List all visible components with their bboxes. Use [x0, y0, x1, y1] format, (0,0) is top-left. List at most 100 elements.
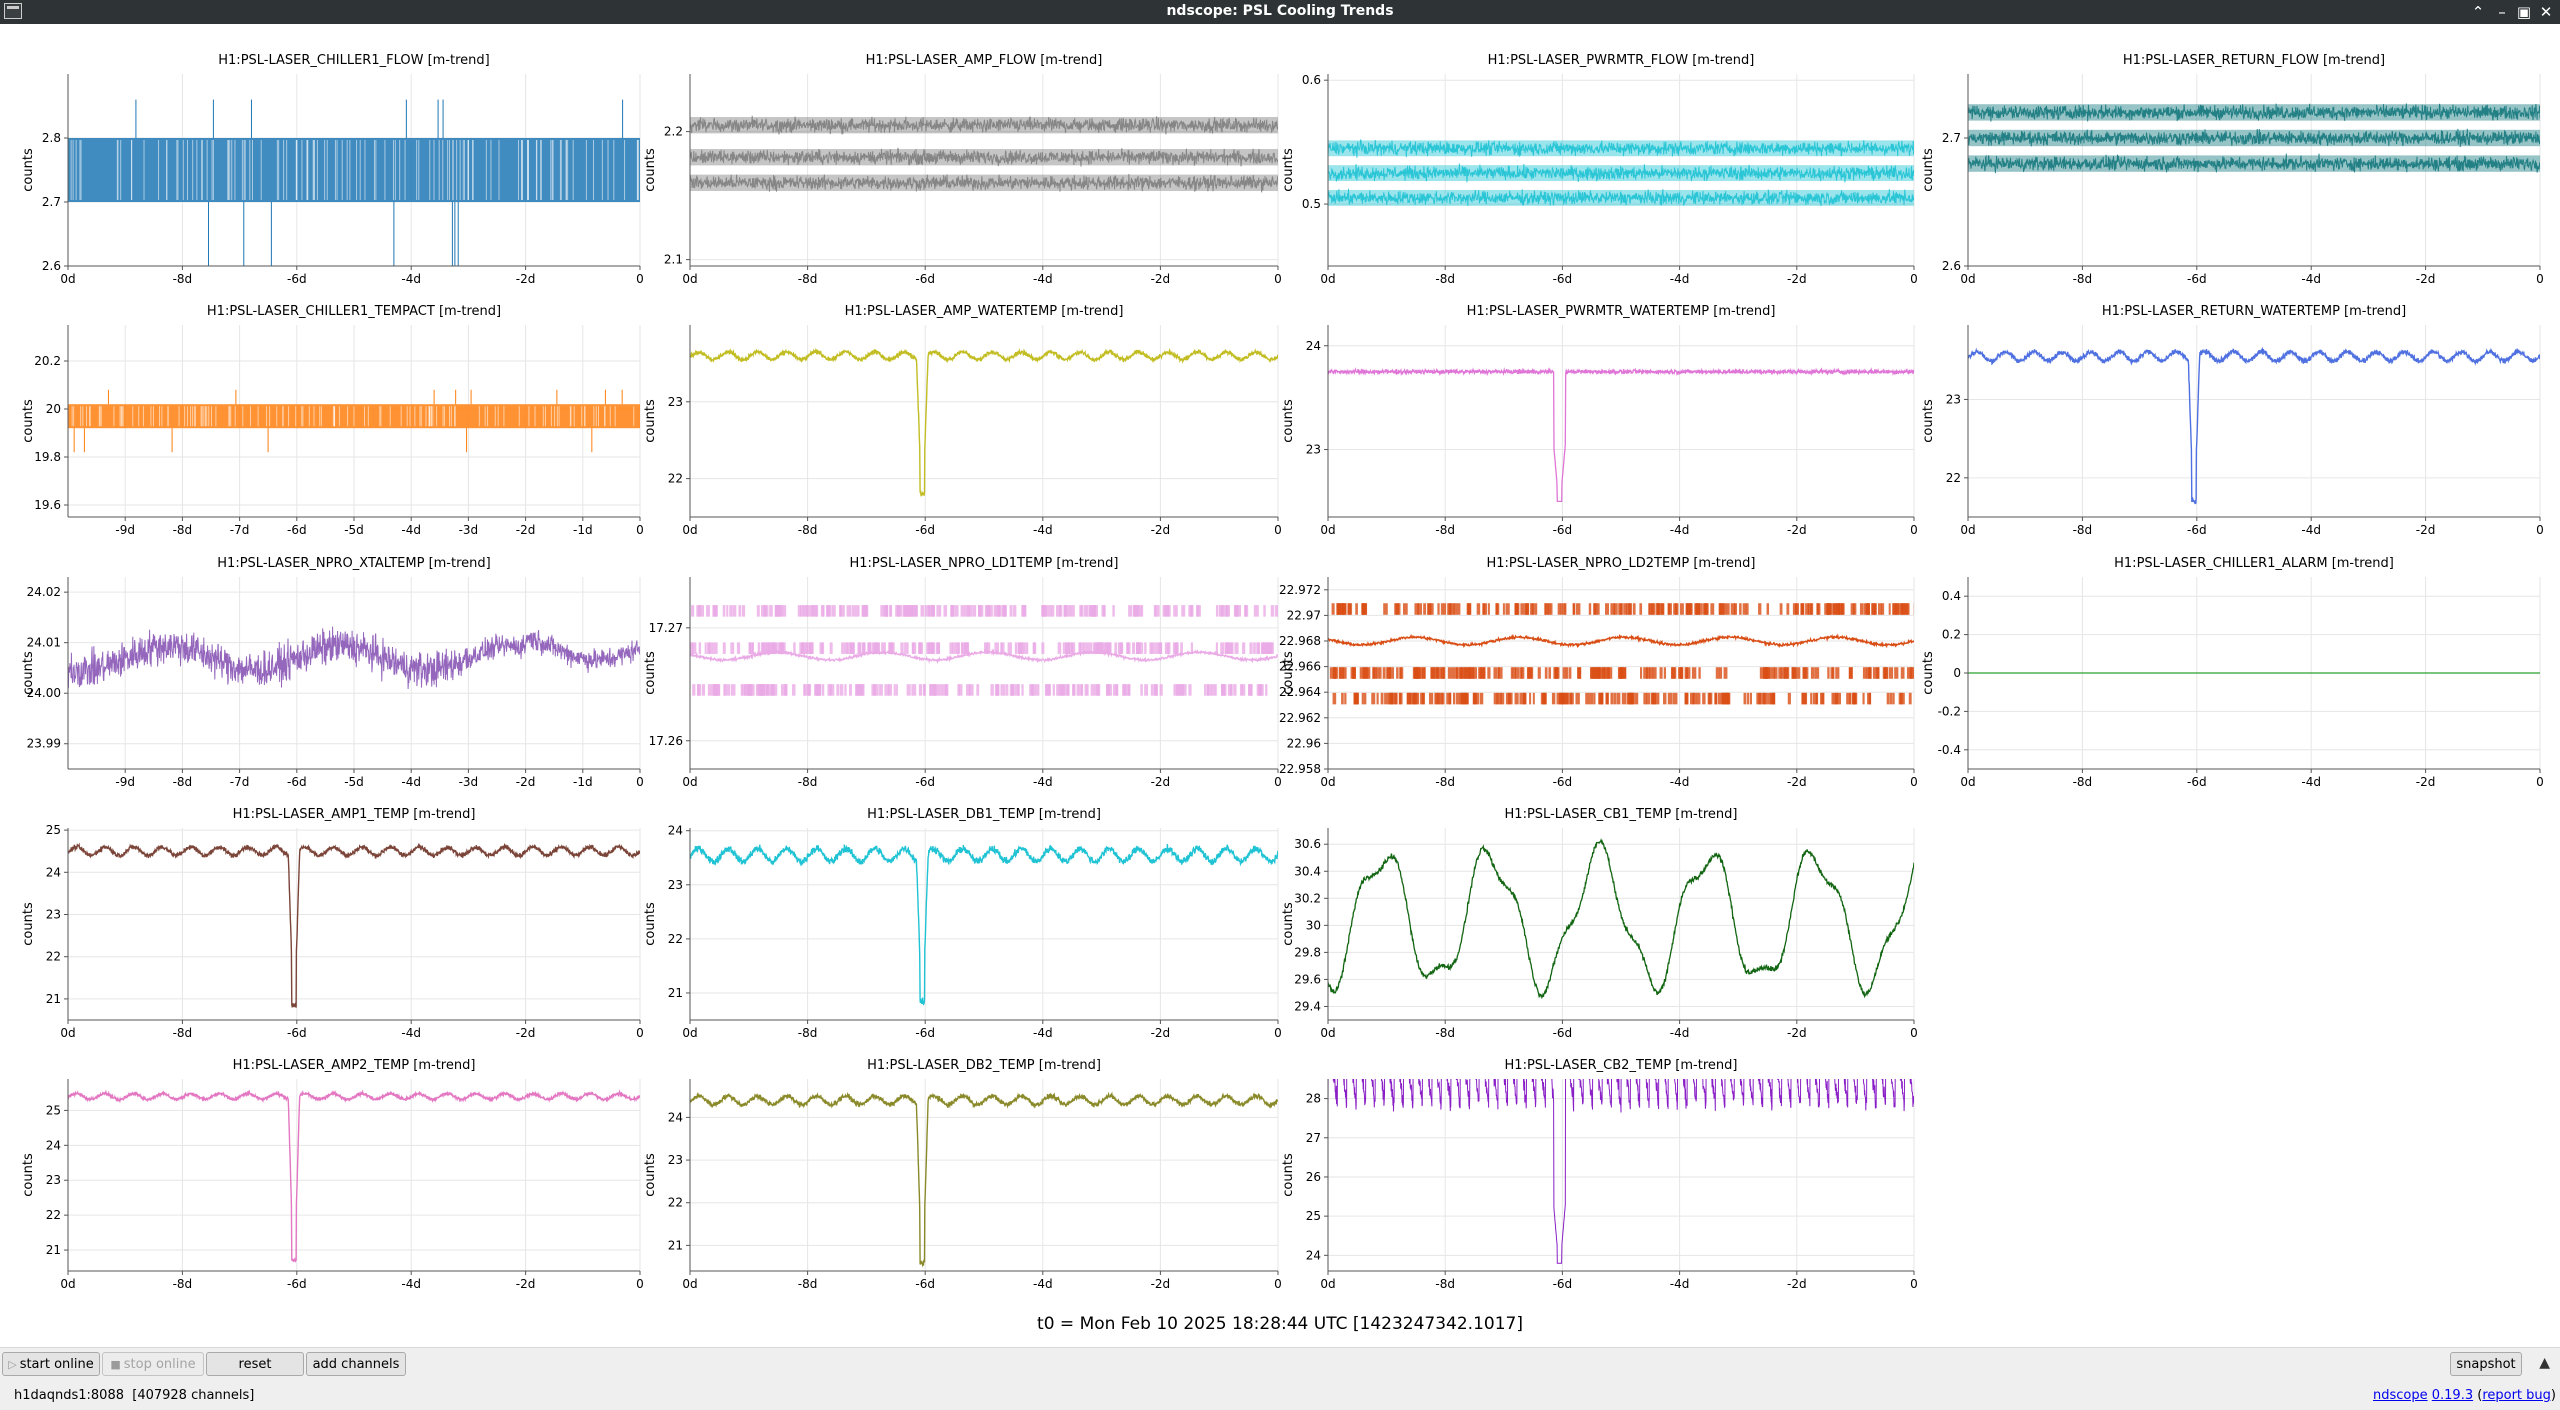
y-axis-label: counts	[643, 1153, 658, 1197]
plot-panel[interactable]: H1:PSL-LASER_CB2_TEMP [m-trend] counts 24 2…	[1281, 1021, 1918, 1291]
plot-data	[690, 605, 1278, 696]
x-tick-label: -6d	[287, 1277, 307, 1291]
data-mark	[1525, 603, 1529, 615]
close-icon[interactable]: ✕	[2539, 3, 2553, 21]
version-link[interactable]: 0.19.3	[2431, 1388, 2474, 1403]
stop-online-button[interactable]: ■ stop online	[102, 1352, 204, 1376]
y-tick-label: 24	[668, 824, 683, 838]
data-mark	[1249, 642, 1253, 654]
x-tick-label: -8d	[173, 1026, 193, 1040]
plots-canvas[interactable]: H1:PSL-LASER_CHILLER1_FLOW [m-trend] coun…	[0, 24, 2560, 1324]
data-mark	[1817, 603, 1820, 615]
ndscope-link[interactable]: ndscope	[2372, 1388, 2428, 1403]
data-mark	[1234, 642, 1239, 654]
data-mark	[889, 605, 892, 617]
data-trace	[68, 842, 640, 1009]
x-tick-label: -6d	[287, 775, 307, 789]
plot-panel[interactable]: H1:PSL-LASER_AMP_WATERTEMP [m-trend] coun…	[643, 304, 1282, 537]
data-mark	[880, 605, 885, 617]
data-mark	[829, 684, 835, 696]
data-mark	[738, 605, 742, 617]
data-mark	[1805, 667, 1809, 679]
plot-panel[interactable]: H1:PSL-LASER_CHILLER1_ALARM [m-trend] cou…	[1921, 556, 2544, 789]
data-mark	[1108, 684, 1112, 696]
data-mark	[927, 605, 931, 617]
plot-title: H1:PSL-LASER_AMP2_TEMP [m-trend]	[233, 1058, 476, 1073]
data-mark	[1380, 692, 1384, 705]
data-mark	[862, 642, 866, 654]
x-tick-label: -6d	[1553, 775, 1573, 789]
data-mark	[820, 605, 824, 617]
plot-panel[interactable]: H1:PSL-LASER_PWRMTR_WATERTEMP [m-trend] c…	[1281, 304, 1918, 537]
y-tick-label: 0.6	[1302, 73, 1321, 87]
snapshot-button[interactable]: snapshot	[2450, 1352, 2522, 1376]
start-online-button[interactable]: ▷ start online	[2, 1352, 100, 1376]
channel-count: [407928 channels]	[132, 1388, 255, 1403]
data-trace	[690, 843, 1278, 1006]
data-mark	[698, 642, 702, 654]
data-mark	[1733, 603, 1738, 615]
plot-panel[interactable]: H1:PSL-LASER_DB1_TEMP [m-trend] counts 21 2…	[643, 807, 1282, 1040]
data-mark	[1628, 603, 1633, 615]
y-tick-label: 22.97	[1287, 608, 1321, 622]
maximize-icon[interactable]: ▣	[2516, 3, 2532, 21]
data-mark	[1482, 603, 1487, 615]
data-mark	[1487, 667, 1491, 679]
data-mark	[924, 605, 928, 617]
y-axis-label: counts	[21, 902, 36, 946]
add-channels-button[interactable]: add channels	[306, 1352, 406, 1376]
reset-button[interactable]: reset	[206, 1352, 304, 1376]
data-mark	[1846, 692, 1851, 705]
plot-panel[interactable]: H1:PSL-LASER_CB1_TEMP [m-trend]counts29.…	[1281, 807, 1918, 1040]
data-mark	[874, 642, 880, 654]
expand-panel-icon[interactable]: ▲	[2539, 1355, 2550, 1371]
data-mark	[766, 684, 769, 696]
collapse-icon[interactable]: ⌃	[2471, 3, 2485, 21]
data-mark	[1083, 605, 1087, 617]
data-mark	[1553, 667, 1558, 679]
plot-panel[interactable]: H1:PSL-LASER_NPRO_XTALTEMP [m-trend] coun…	[21, 556, 644, 789]
report-bug-link[interactable]: report bug	[2482, 1388, 2551, 1403]
data-mark	[1447, 667, 1452, 679]
minimize-icon[interactable]: –	[2498, 3, 2506, 21]
app-menu-icon[interactable]	[4, 3, 22, 19]
data-mark	[707, 642, 711, 654]
data-mark	[1820, 692, 1824, 705]
x-tick-label: 0	[1274, 775, 1282, 789]
data-mark	[1888, 603, 1891, 615]
data-mark	[1745, 603, 1749, 615]
data-mark	[1063, 605, 1067, 617]
plot-panel[interactable]: H1:PSL-LASER_CHILLER1_FLOW [m-trend] coun…	[21, 53, 644, 286]
data-trace	[690, 347, 1278, 497]
data-mark	[936, 605, 942, 617]
data-mark	[1096, 684, 1101, 696]
plot-data	[68, 389, 640, 453]
plot-panel[interactable]: H1:PSL-LASER_AMP_FLOW [m-trend] counts 2.1…	[643, 53, 1282, 286]
plot-data	[690, 347, 1278, 497]
data-mark	[1057, 642, 1062, 654]
data-mark	[1493, 667, 1498, 679]
data-mark	[1044, 684, 1048, 696]
data-mark	[1069, 605, 1075, 617]
plot-panel[interactable]: H1:PSL-LASER_NPRO_LD1TEMP [m-trend] count…	[643, 556, 1282, 789]
plot-panel[interactable]: H1:PSL-LASER_NPRO_LD2TEMP [m-trend] count…	[1279, 556, 1918, 789]
data-mark	[1453, 692, 1456, 705]
plot-panel[interactable]: H1:PSL-LASER_CHILLER1_TEMPACT [m-trend] c…	[21, 304, 644, 537]
plot-panel[interactable]: H1:PSL-LASER_RETURN_WATERTEMP [m-trend] c…	[1921, 304, 2544, 537]
data-mark	[846, 605, 852, 617]
data-mark	[1600, 692, 1604, 705]
plot-panel[interactable]: H1:PSL-LASER_PWRMTR_FLOW [m-trend] counts…	[1281, 53, 1918, 286]
data-mark	[1122, 684, 1127, 696]
data-mark	[1787, 692, 1791, 705]
data-mark	[1437, 667, 1443, 679]
data-mark	[1852, 603, 1857, 615]
data-band	[1968, 155, 2540, 172]
plot-panel[interactable]: H1:PSL-LASER_RETURN_FLOW [m-trend] counts…	[1921, 53, 2544, 286]
plot-panel[interactable]: H1:PSL-LASER_DB2_TEMP [m-trend] counts 21 2…	[643, 1058, 1282, 1291]
data-mark	[1832, 667, 1835, 679]
plot-panel[interactable]: H1:PSL-LASER_AMP2_TEMP [m-trend] counts 21…	[21, 1058, 644, 1291]
plot-panel[interactable]: H1:PSL-LASER_AMP1_TEMP [m-trend] counts 21…	[21, 807, 644, 1040]
data-mark	[1347, 603, 1353, 615]
y-tick-label: 0.5	[1302, 197, 1321, 211]
data-mark	[1898, 692, 1902, 705]
